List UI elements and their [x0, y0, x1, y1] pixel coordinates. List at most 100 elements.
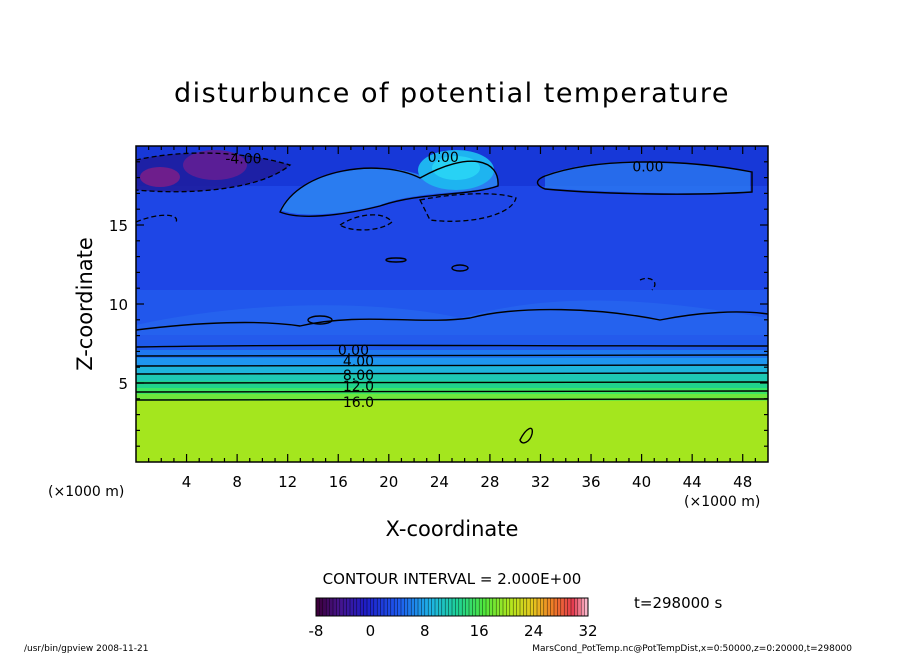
- colorbar-cell: [537, 598, 541, 616]
- x-axis-unit-left: (×1000 m): [48, 484, 124, 500]
- x-axis-label: X-coordinate: [386, 517, 519, 541]
- colorbar-cell: [363, 598, 368, 616]
- contour-label: 0.00: [338, 343, 369, 359]
- contour-label: 12.0: [343, 379, 374, 395]
- colorbar-cell: [384, 598, 388, 616]
- y-axis-label: Z-coordinate: [73, 237, 97, 371]
- colorbar-cell: [411, 598, 416, 616]
- x-tick-label: 44: [683, 473, 702, 491]
- colorbar-cell: [530, 598, 535, 616]
- colorbar-cell: [523, 598, 528, 616]
- x-tick-label: 8: [232, 473, 242, 491]
- time-label: t=298000 s: [634, 594, 722, 612]
- colorbar-cell: [390, 598, 395, 616]
- colorbar-cell: [404, 598, 409, 616]
- colorbar-cell: [407, 598, 412, 616]
- colorbar-cell: [567, 598, 572, 616]
- colorbar-cell: [506, 598, 511, 616]
- footer-left: /usr/bin/gpview 2008-11-21: [24, 644, 148, 654]
- colorbar-tick-label: 24: [524, 622, 543, 640]
- x-tick-label: 20: [379, 473, 398, 491]
- colorbar-cell: [479, 598, 484, 616]
- colorbar-cell: [356, 598, 361, 616]
- contour-label: 4.00: [343, 354, 374, 370]
- colorbar-cell: [339, 598, 344, 616]
- contour-label: 0.00: [632, 160, 663, 176]
- colorbar-cell: [547, 598, 552, 616]
- colorbar-cell: [458, 598, 463, 616]
- colorbar-cell: [520, 598, 524, 616]
- colorbar-tick-label: -8: [309, 622, 324, 640]
- x-axis: 4 8 12 16 20 24 28 32 36 40 44 48: [148, 146, 756, 491]
- colorbar-cell: [346, 598, 351, 616]
- colorbar-cell: [343, 598, 348, 616]
- colorbar-cell: [489, 598, 494, 616]
- colorbar-cell: [377, 598, 382, 616]
- colorbar-tick-label: 16: [470, 622, 489, 640]
- colorbar-cell: [322, 598, 327, 616]
- colorbar-cell: [564, 598, 569, 616]
- colorbar-tick-label: 32: [578, 622, 597, 640]
- x-tick-label: 24: [430, 473, 449, 491]
- colorbar-cell: [533, 598, 538, 616]
- x-tick-label: 28: [480, 473, 499, 491]
- colorbar-cell: [581, 598, 586, 616]
- x-tick-label: 32: [531, 473, 550, 491]
- colorbar-cell: [401, 598, 405, 616]
- colorbar-cell: [509, 598, 514, 616]
- contour-label: 16.0: [343, 395, 374, 411]
- colorbar-cell: [421, 598, 426, 616]
- colorbar-cell: [441, 598, 446, 616]
- colorbar-cell: [360, 598, 365, 616]
- colorbar-cell: [496, 598, 501, 616]
- colorbar-cell: [367, 598, 371, 616]
- colorbar-cell: [577, 598, 582, 616]
- colorbar-cell: [557, 598, 562, 616]
- colorbar-cell: [472, 598, 477, 616]
- colorbar-cell: [448, 598, 453, 616]
- x-tick-label: 36: [581, 473, 600, 491]
- colorbar-tick-label: 8: [420, 622, 430, 640]
- contour-label: -4.00: [225, 152, 261, 168]
- colorbar-cell: [428, 598, 433, 616]
- colorbar-cell: [418, 598, 422, 616]
- colorbar-cell: [424, 598, 429, 616]
- colorbar-cell: [394, 598, 399, 616]
- colorbar-cell: [370, 598, 375, 616]
- colorbar-cell: [469, 598, 473, 616]
- colorbar-cell: [455, 598, 460, 616]
- colorbar-cell: [333, 598, 337, 616]
- contour-label: 8.00: [343, 368, 374, 384]
- colorbar-cell: [319, 598, 324, 616]
- colorbar-cell: [373, 598, 378, 616]
- colorbar-cell: [452, 598, 456, 616]
- colorbar-frame: [315, 597, 589, 617]
- colorbar-cell: [438, 598, 443, 616]
- colorbar-cell: [445, 598, 450, 616]
- contour-label: 0.00: [428, 150, 459, 166]
- colorbar-cell: [540, 598, 545, 616]
- x-tick-label: 4: [182, 473, 192, 491]
- colorbar-cell: [336, 598, 341, 616]
- colorbar-cell: [353, 598, 358, 616]
- y-tick-label: 5: [118, 375, 128, 393]
- colorbar-cell: [431, 598, 436, 616]
- y-tick-label: 15: [109, 217, 128, 235]
- colorbar-cell: [475, 598, 480, 616]
- colorbar-cell: [543, 598, 548, 616]
- colorbar-cell: [387, 598, 392, 616]
- colorbar-cell: [414, 598, 419, 616]
- y-tick-label: 10: [109, 296, 128, 314]
- colorbar-cell: [554, 598, 558, 616]
- colorbar-cell: [326, 598, 331, 616]
- colorbar-cell: [513, 598, 518, 616]
- footer-right: MarsCond_PotTemp.nc@PotTempDist,x=0:5000…: [532, 644, 852, 654]
- x-tick-label: 12: [278, 473, 297, 491]
- colorbar-cell: [462, 598, 467, 616]
- x-tick-label: 40: [632, 473, 651, 491]
- colorbar-cell: [574, 598, 579, 616]
- x-axis-unit-right: (×1000 m): [684, 494, 760, 510]
- colorbar-ticks: -8 0 8 16 24 32: [309, 622, 598, 640]
- colorbar-tick-label: 0: [366, 622, 376, 640]
